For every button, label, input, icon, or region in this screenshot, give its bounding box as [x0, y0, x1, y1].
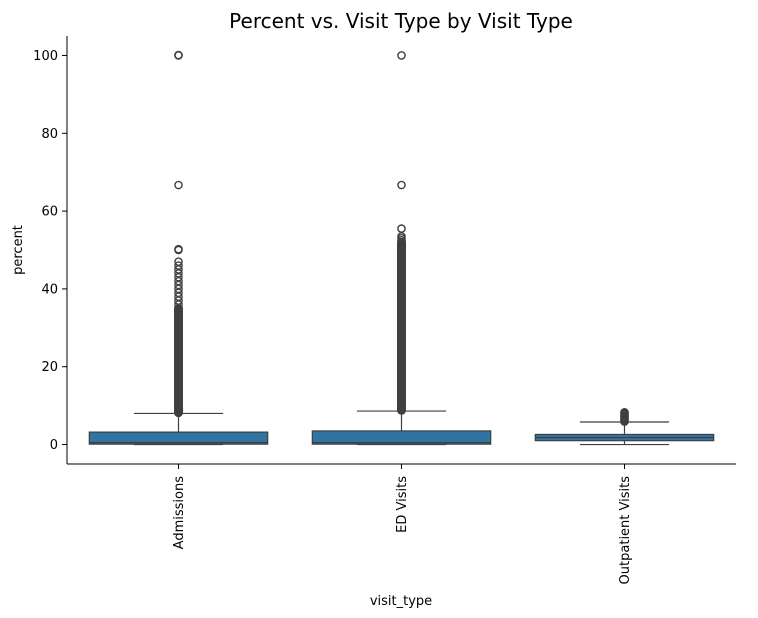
y-axis-label: percent	[11, 225, 26, 275]
outlier-point	[397, 180, 406, 190]
outlier-point	[397, 51, 406, 60]
x-axis-label: visit_type	[370, 594, 432, 609]
y-tick-label: 60	[41, 205, 58, 220]
x-axis-ticks: Admissions ED Visits Outpatient Visits	[172, 464, 633, 584]
y-tick-label: 20	[41, 360, 58, 375]
box-group	[311, 51, 492, 446]
iqr-box	[88, 431, 269, 445]
y-tick-label: 80	[41, 127, 58, 142]
outlier-point	[174, 244, 183, 254]
x-tick-label: Outpatient Visits	[618, 476, 633, 585]
y-tick-label: 40	[41, 282, 58, 297]
outlier-point	[174, 257, 183, 266]
iqr-box	[311, 430, 492, 445]
box-group	[88, 50, 269, 446]
chart-title: Percent vs. Visit Type by Visit Type	[229, 9, 573, 33]
outlier-point	[397, 224, 406, 233]
plot-area	[88, 50, 715, 446]
y-tick-label: 0	[50, 438, 58, 453]
x-tick-label: Admissions	[172, 476, 187, 550]
y-tick-label: 100	[33, 49, 58, 64]
y-axis-ticks: 0 20 40 60 80 100	[33, 49, 67, 453]
dense-outliers	[174, 303, 183, 418]
outlier-point	[174, 180, 183, 190]
x-tick-label: ED Visits	[395, 476, 410, 533]
dense-outliers	[397, 237, 406, 415]
outlier-point	[174, 50, 183, 60]
outlier-point	[174, 261, 183, 270]
outlier-point	[620, 407, 629, 417]
box-group	[534, 407, 715, 446]
